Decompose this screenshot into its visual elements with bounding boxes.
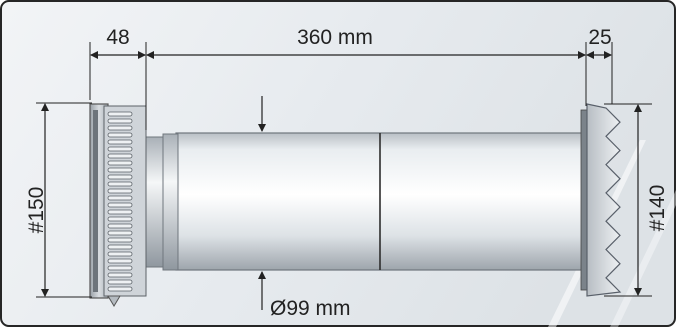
- grille-slat: [107, 265, 133, 271]
- grille-slat: [107, 244, 133, 250]
- grille-slat: [107, 167, 133, 173]
- grille-slat: [107, 251, 133, 257]
- grille-slat: [107, 188, 133, 194]
- grille-slat: [107, 258, 133, 264]
- grille-slat: [107, 181, 133, 187]
- grille-slat: [107, 153, 133, 159]
- dim-grille-height: #150: [25, 102, 92, 298]
- grille-slat: [107, 118, 133, 124]
- grille-slat: [107, 202, 133, 208]
- inner-grille: [89, 103, 147, 307]
- grille-slat: [107, 230, 133, 236]
- grille-slat: [107, 286, 133, 292]
- dim-tube-diameter: Ø99 mm: [258, 96, 351, 320]
- grille-slat: [107, 174, 133, 180]
- grille-collar: [145, 133, 179, 271]
- grille-slat: [107, 139, 133, 145]
- grille-slat: [107, 125, 133, 131]
- grille-slat: [107, 160, 133, 166]
- grille-tab: [107, 295, 121, 307]
- dim-outer-depth: 25: [586, 26, 613, 104]
- grille-slat: [107, 237, 133, 243]
- grille-slat: [107, 195, 133, 201]
- grille-slat: [107, 111, 133, 117]
- grille-height-label: #150: [25, 187, 48, 234]
- grille-slat: [107, 279, 133, 285]
- grille-slat: [107, 132, 133, 138]
- dim-grille-depth: 48: [89, 26, 147, 130]
- light-streak-2: [610, 190, 676, 327]
- grille-slat: [107, 223, 133, 229]
- grille-slat: [107, 209, 133, 215]
- outer-depth-label: 25: [588, 26, 611, 49]
- grille-depth-label: 48: [106, 26, 129, 49]
- grille-slat: [107, 216, 133, 222]
- dim-outer-height: #140: [604, 103, 669, 297]
- ventilation-tube: [175, 132, 587, 271]
- grille-slat: [107, 272, 133, 278]
- grille-slats: [107, 111, 133, 292]
- dim-tube-length: 360 mm: [146, 26, 587, 106]
- outer-hood: [580, 103, 622, 297]
- outer-height-label: #140: [646, 185, 669, 232]
- tube-diameter-label: Ø99 mm: [270, 297, 351, 320]
- grille-slat: [107, 146, 133, 152]
- tube-length-label: 360 mm: [297, 26, 373, 49]
